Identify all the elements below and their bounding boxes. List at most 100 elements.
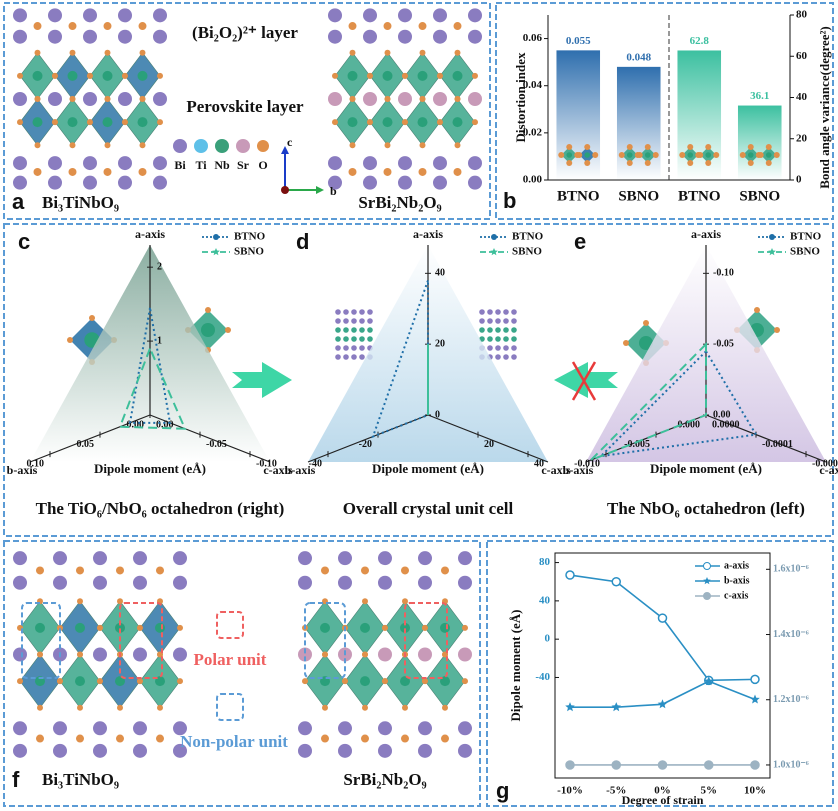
marker bbox=[657, 613, 668, 623]
atom bbox=[118, 175, 132, 190]
atom bbox=[133, 721, 147, 736]
atom bbox=[17, 72, 23, 79]
panel-letter: f bbox=[12, 767, 20, 792]
legend-marker bbox=[703, 562, 711, 570]
marker bbox=[611, 576, 621, 587]
legend-marker bbox=[491, 234, 497, 240]
atom bbox=[487, 309, 493, 315]
atom bbox=[116, 734, 124, 743]
atom bbox=[122, 72, 128, 79]
tick-label: -0.010 bbox=[574, 458, 600, 469]
atom bbox=[458, 575, 472, 590]
y-tick-label: 80 bbox=[539, 556, 551, 568]
atom bbox=[495, 345, 501, 351]
atom bbox=[503, 327, 509, 333]
atom bbox=[362, 651, 368, 658]
tick-label: -0.05 bbox=[206, 439, 227, 450]
atom bbox=[402, 598, 408, 605]
atom bbox=[679, 152, 686, 158]
atom bbox=[343, 336, 349, 342]
atom bbox=[153, 156, 167, 171]
atom bbox=[363, 156, 377, 171]
legend-label: SBNO bbox=[512, 246, 542, 258]
atom bbox=[361, 734, 369, 743]
tick-label: 40 bbox=[435, 268, 445, 279]
atom bbox=[351, 345, 357, 351]
atom bbox=[402, 119, 408, 126]
atom bbox=[360, 622, 370, 633]
atom bbox=[343, 309, 349, 315]
atom bbox=[422, 624, 428, 631]
legend-label: BTNO bbox=[234, 231, 266, 243]
atom bbox=[422, 678, 428, 685]
atom bbox=[441, 734, 449, 743]
legend-marker bbox=[212, 248, 220, 256]
atom bbox=[452, 70, 463, 81]
atom bbox=[378, 743, 392, 758]
atom bbox=[487, 327, 493, 333]
atom bbox=[367, 72, 373, 79]
atom bbox=[687, 144, 694, 150]
atom bbox=[338, 721, 352, 736]
series-line bbox=[590, 341, 707, 461]
atom bbox=[37, 704, 43, 711]
atom bbox=[479, 327, 485, 333]
tick-label: -40 bbox=[309, 458, 322, 469]
atom bbox=[503, 354, 509, 360]
atom bbox=[351, 318, 357, 324]
atom bbox=[133, 551, 147, 566]
atom bbox=[495, 327, 501, 333]
atom bbox=[458, 721, 472, 736]
x-label: Dipole moment (eÅ) bbox=[372, 461, 484, 476]
legend-label: SBNO bbox=[790, 246, 820, 258]
atom bbox=[13, 647, 27, 662]
atom bbox=[34, 96, 41, 102]
y2-tick-label: 40 bbox=[796, 91, 808, 103]
atom bbox=[13, 721, 27, 736]
atom bbox=[13, 175, 27, 190]
legend-label: Polar unit bbox=[194, 650, 267, 669]
atom bbox=[360, 676, 370, 687]
atom bbox=[83, 156, 97, 171]
atom bbox=[418, 551, 432, 566]
atom bbox=[13, 551, 27, 566]
atom bbox=[328, 8, 342, 23]
atom bbox=[201, 323, 215, 337]
tick-label: -0.05 bbox=[713, 338, 734, 349]
atom bbox=[495, 354, 501, 360]
atom bbox=[468, 29, 482, 44]
atom bbox=[93, 647, 107, 662]
atom-key bbox=[236, 139, 250, 153]
legend-label: c-axis bbox=[724, 590, 749, 601]
atom bbox=[626, 160, 633, 166]
atom bbox=[104, 96, 111, 102]
atom bbox=[774, 327, 780, 333]
atom bbox=[338, 575, 352, 590]
atom bbox=[118, 156, 132, 171]
atom bbox=[83, 92, 97, 106]
unit-box bbox=[119, 602, 163, 679]
atom bbox=[454, 96, 461, 102]
atom bbox=[398, 156, 412, 171]
atom bbox=[322, 651, 328, 658]
atom bbox=[83, 29, 97, 44]
atom bbox=[453, 167, 462, 176]
origin bbox=[281, 186, 289, 194]
arrow-head bbox=[316, 186, 324, 194]
atom bbox=[362, 704, 368, 711]
atom bbox=[479, 318, 485, 324]
atom bbox=[495, 318, 501, 324]
atom bbox=[398, 175, 412, 190]
atom bbox=[584, 152, 591, 158]
atom bbox=[335, 327, 341, 333]
atom bbox=[32, 117, 43, 128]
atom bbox=[472, 119, 478, 126]
atom bbox=[503, 336, 509, 342]
marker bbox=[565, 570, 575, 580]
atom bbox=[133, 647, 147, 662]
y-tick-label: 0.00 bbox=[523, 174, 543, 186]
atom bbox=[139, 96, 146, 102]
atom bbox=[584, 144, 591, 150]
atom bbox=[36, 734, 44, 743]
y-tick-label: 0.02 bbox=[523, 126, 543, 138]
